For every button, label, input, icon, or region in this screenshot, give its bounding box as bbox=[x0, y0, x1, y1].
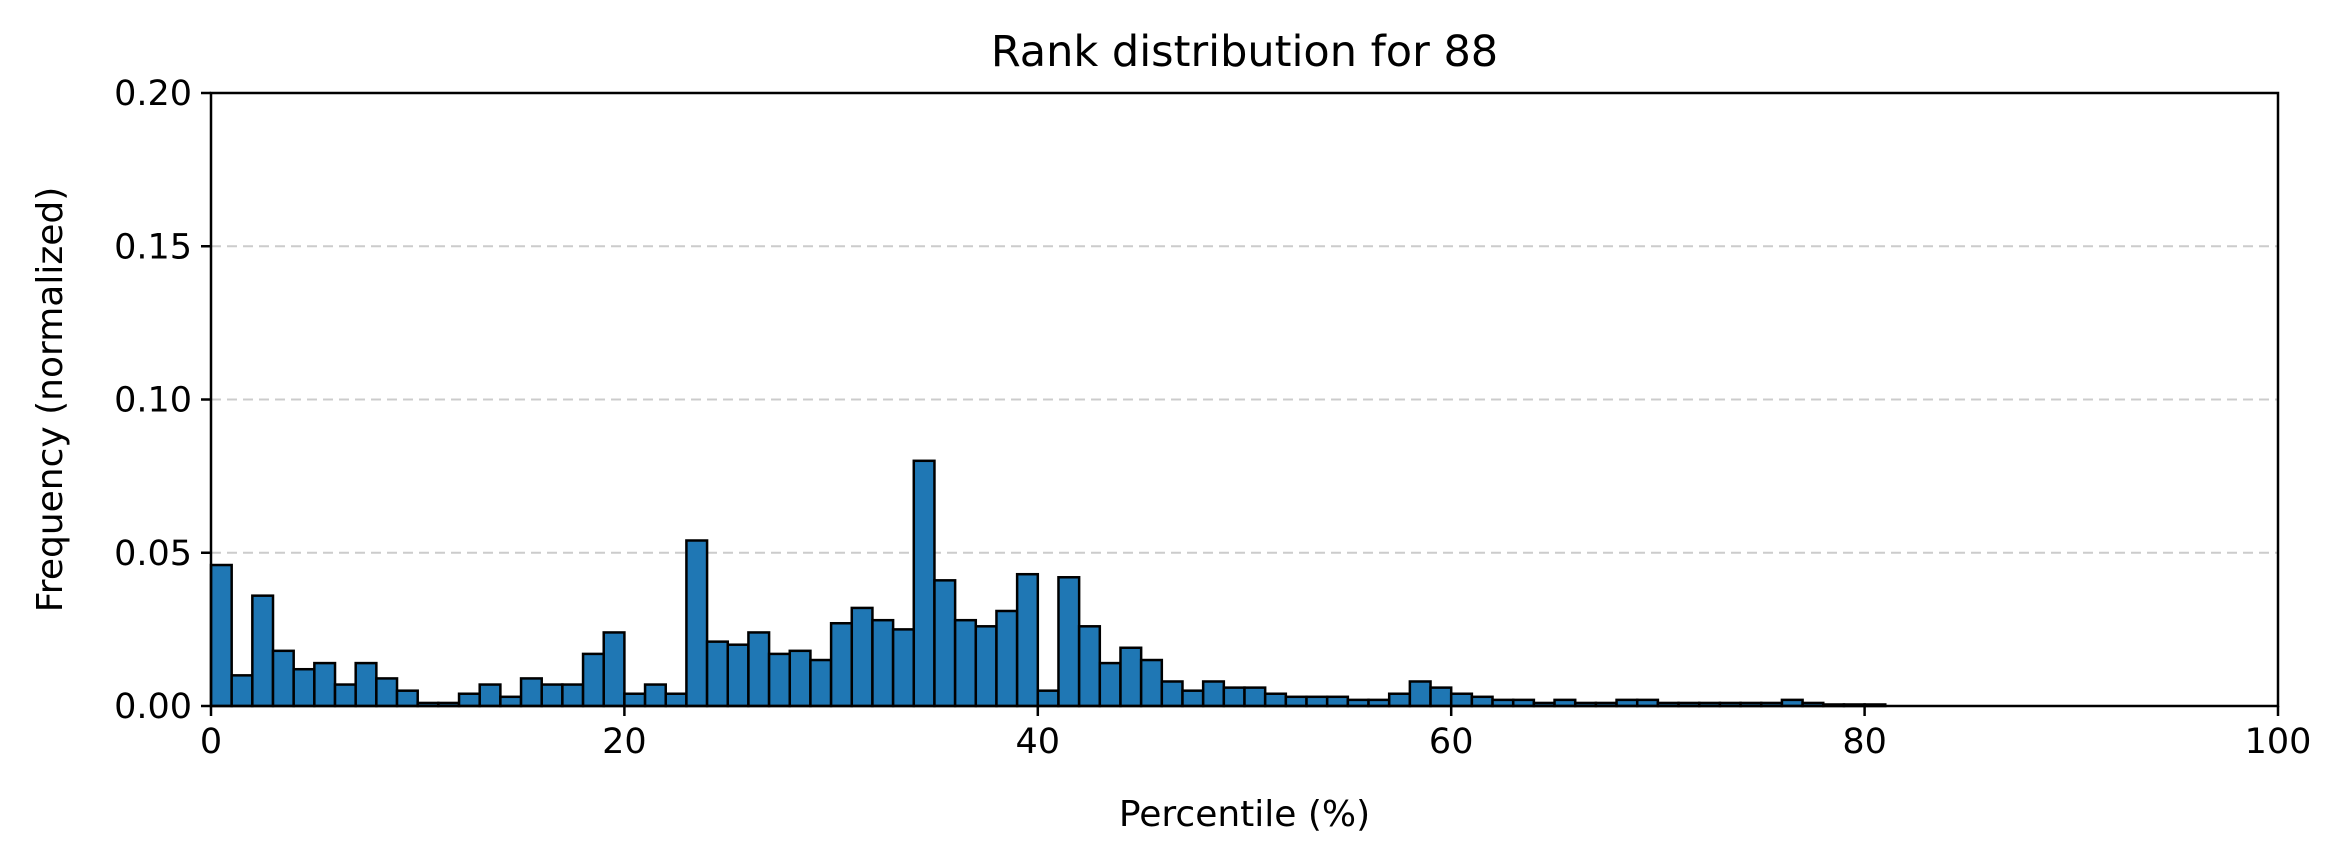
histogram-bar bbox=[705, 640, 730, 708]
histogram-bar bbox=[726, 643, 750, 708]
histogram-bar bbox=[1449, 692, 1474, 708]
histogram-bar bbox=[1305, 695, 1329, 708]
histogram-bar bbox=[1263, 692, 1288, 708]
x-tick-label: 40 bbox=[1016, 722, 1061, 762]
histogram-bar bbox=[581, 652, 605, 708]
histogram-bar bbox=[333, 683, 357, 708]
histogram-bar bbox=[1243, 686, 1267, 708]
histogram-bar bbox=[685, 539, 709, 708]
y-gridlines bbox=[211, 245, 2278, 554]
histogram-bar bbox=[1387, 692, 1412, 708]
histogram-bar bbox=[1098, 661, 1122, 708]
x-tick-label: 20 bbox=[602, 722, 647, 762]
histogram-bar bbox=[974, 625, 998, 708]
histogram-bar bbox=[747, 631, 771, 708]
histogram-bar bbox=[664, 692, 688, 708]
histogram-bars bbox=[209, 459, 1887, 708]
histogram-bar bbox=[292, 667, 316, 708]
y-axis-ticks: 0.00 0.05 0.10 0.15 0.20 bbox=[114, 74, 211, 727]
x-tick-label: 80 bbox=[1842, 722, 1887, 762]
y-tick-label: 0.00 bbox=[114, 687, 192, 727]
x-axis-ticks: 0 20 40 60 80 100 bbox=[200, 706, 2312, 762]
histogram-bar bbox=[891, 628, 916, 708]
histogram-bar bbox=[561, 683, 585, 708]
histogram-bar bbox=[1325, 695, 1350, 708]
histogram-bar bbox=[313, 661, 337, 708]
histogram-bar bbox=[1408, 680, 1432, 708]
histogram-bar bbox=[788, 649, 812, 708]
histogram-bar bbox=[395, 689, 419, 708]
x-axis-label: Percentile (%) bbox=[1119, 794, 1370, 835]
y-tick-label: 0.05 bbox=[114, 534, 192, 574]
histogram-bar bbox=[829, 621, 854, 708]
histogram-bar bbox=[912, 459, 936, 708]
x-tick-label: 60 bbox=[1429, 722, 1474, 762]
histogram-bar bbox=[995, 609, 1019, 708]
histogram-bar bbox=[251, 594, 275, 708]
histogram-bar bbox=[209, 563, 233, 708]
y-tick-label: 0.20 bbox=[114, 74, 192, 114]
histogram-bar bbox=[1036, 689, 1060, 708]
histogram-bar bbox=[767, 652, 792, 708]
histogram-bar bbox=[1201, 680, 1226, 708]
histogram-bar bbox=[375, 677, 399, 708]
histogram-bar bbox=[457, 692, 481, 708]
histogram-bar bbox=[1160, 680, 1184, 708]
histogram-bar bbox=[1181, 689, 1205, 708]
histogram-bar bbox=[499, 695, 523, 708]
histogram-bar bbox=[850, 606, 874, 708]
histogram-bar bbox=[602, 631, 626, 708]
histogram-bar bbox=[809, 658, 833, 708]
histogram-bar bbox=[1057, 576, 1081, 708]
histogram-bar bbox=[230, 674, 254, 708]
histogram-bar bbox=[1470, 695, 1494, 708]
histogram-bar bbox=[933, 579, 957, 708]
histogram-bar bbox=[354, 661, 378, 708]
histogram-bar bbox=[271, 649, 295, 708]
histogram-bar bbox=[953, 618, 978, 708]
histogram-bar bbox=[478, 683, 502, 708]
histogram-bar bbox=[623, 692, 647, 708]
histogram-bar bbox=[643, 683, 667, 708]
x-tick-label: 0 bbox=[200, 722, 222, 762]
histogram-bar bbox=[1139, 658, 1164, 708]
histogram-bar bbox=[540, 683, 564, 708]
histogram-bar bbox=[1222, 686, 1246, 708]
histogram-bar bbox=[519, 677, 543, 708]
histogram-bar bbox=[871, 618, 895, 708]
y-axis-label: Frequency (normalized) bbox=[30, 187, 71, 613]
histogram-bar bbox=[1119, 646, 1143, 708]
y-tick-label: 0.10 bbox=[114, 381, 192, 421]
x-tick-label: 100 bbox=[2245, 722, 2312, 762]
histogram-bar bbox=[1429, 686, 1453, 708]
chart-title: Rank distribution for 88 bbox=[991, 27, 1498, 77]
y-tick-label: 0.15 bbox=[114, 227, 192, 267]
histogram-bar bbox=[1284, 695, 1308, 708]
histogram-bar bbox=[1077, 625, 1102, 708]
histogram-bar bbox=[1015, 572, 1040, 708]
